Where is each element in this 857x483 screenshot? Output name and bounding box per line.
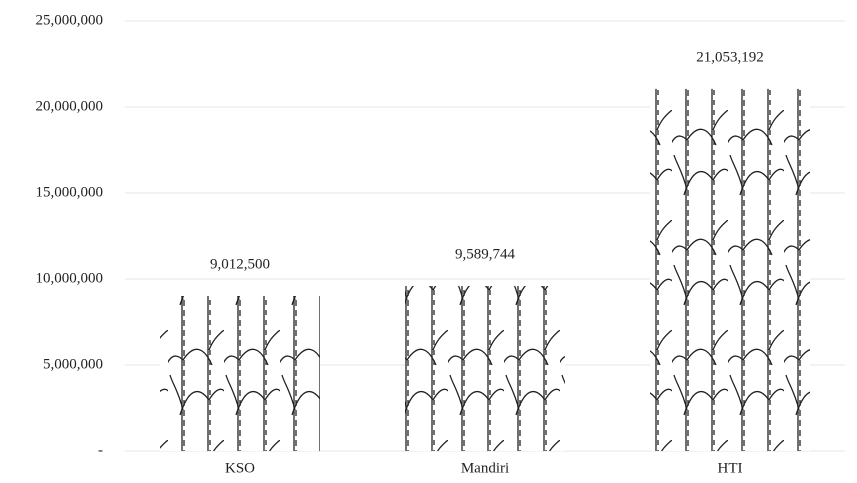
y-tick-label: 25,000,000 xyxy=(36,12,104,28)
chart: - 5,000,000 10,000,000 15,000,000 20,000,000… xyxy=(0,0,857,483)
y-tick-label: 5,000,000 xyxy=(43,356,103,372)
x-tick-label: HTI xyxy=(718,460,743,476)
bar xyxy=(160,296,320,451)
bar xyxy=(650,89,810,451)
x-tick-label: Mandiri xyxy=(461,460,509,476)
value-label: 21,053,192 xyxy=(696,49,764,65)
value-label: 9,589,744 xyxy=(455,246,516,262)
y-tick-label: - xyxy=(98,442,103,458)
x-tick-label: KSO xyxy=(225,460,255,476)
bar xyxy=(405,286,565,451)
y-tick-label: 15,000,000 xyxy=(36,184,104,200)
y-tick-label: 10,000,000 xyxy=(36,270,104,286)
y-tick-label: 20,000,000 xyxy=(36,98,104,114)
value-label: 9,012,500 xyxy=(210,256,270,272)
